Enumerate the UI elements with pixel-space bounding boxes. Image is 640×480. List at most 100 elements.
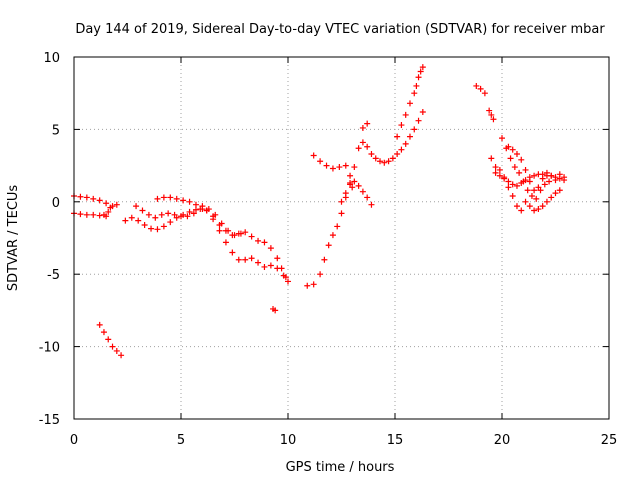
data-point — [473, 82, 480, 89]
data-point — [96, 197, 103, 204]
data-point — [321, 256, 328, 263]
data-point — [385, 158, 392, 165]
data-point — [274, 255, 281, 262]
data-point — [520, 178, 527, 185]
x-tick-label: 5 — [177, 433, 185, 448]
series-arc-16 — [492, 164, 563, 214]
data-point — [505, 143, 512, 150]
data-point — [411, 126, 418, 133]
data-point — [105, 208, 112, 215]
data-point — [261, 263, 268, 270]
data-point — [83, 211, 90, 218]
data-point — [145, 211, 152, 218]
data-point — [511, 164, 518, 171]
data-point — [505, 178, 512, 185]
chart-title: Day 144 of 2019, Sidereal Day-to-day VTE… — [75, 22, 605, 37]
data-point — [394, 151, 401, 158]
data-point — [546, 178, 553, 185]
series-arc-1 — [71, 193, 120, 211]
data-point — [342, 162, 349, 169]
data-point — [225, 227, 232, 234]
data-point — [347, 181, 354, 188]
data-point — [96, 321, 103, 328]
data-point — [158, 211, 165, 218]
data-point — [398, 122, 405, 129]
data-point — [509, 181, 516, 188]
data-point — [507, 155, 514, 162]
data-point — [406, 100, 413, 107]
y-tick-label: 0 — [52, 196, 60, 211]
data-point — [248, 255, 255, 262]
data-point — [184, 213, 191, 220]
data-point — [160, 223, 167, 230]
data-point — [152, 214, 159, 221]
series-arc-14 — [488, 155, 568, 189]
data-point — [351, 164, 358, 171]
series-arc-17 — [505, 143, 568, 194]
series-arc-10 — [338, 178, 375, 208]
data-point — [154, 226, 161, 233]
data-point — [526, 203, 533, 210]
data-point — [334, 223, 341, 230]
x-axis-label: GPS time / hours — [286, 460, 395, 475]
data-point — [77, 193, 84, 200]
data-point — [496, 172, 503, 179]
data-point — [539, 203, 546, 210]
x-tick-label: 15 — [387, 433, 404, 448]
data-point — [364, 143, 371, 150]
data-point — [535, 184, 542, 191]
data-point — [406, 133, 413, 140]
data-point — [481, 90, 488, 97]
data-point — [229, 249, 236, 256]
data-point — [548, 194, 555, 201]
data-point — [524, 187, 531, 194]
grid — [74, 57, 609, 419]
y-tick-label: 10 — [43, 51, 60, 66]
data-point — [496, 166, 503, 173]
data-point — [368, 151, 375, 158]
data-point — [255, 259, 262, 266]
data-point — [368, 201, 375, 208]
data-point — [528, 193, 535, 200]
series-arc-3 — [96, 321, 125, 359]
data-point — [167, 219, 174, 226]
series-arc-11 — [359, 109, 426, 166]
y-tick-label: 5 — [52, 123, 60, 138]
data-point — [402, 140, 409, 147]
data-point — [107, 204, 114, 211]
data-point — [329, 165, 336, 172]
data-point — [359, 124, 366, 131]
data-point — [552, 177, 559, 184]
data-point — [90, 195, 97, 202]
data-point — [173, 195, 180, 202]
data-point — [267, 245, 274, 252]
data-point — [516, 169, 523, 176]
data-point — [77, 211, 84, 218]
data-point — [154, 195, 161, 202]
data-point — [411, 90, 418, 97]
data-point — [83, 194, 90, 201]
data-point — [513, 182, 520, 189]
data-point — [186, 208, 193, 215]
data-point — [267, 262, 274, 269]
data-point — [490, 116, 497, 123]
data-point — [317, 271, 324, 278]
data-point — [180, 197, 187, 204]
data-point — [488, 111, 495, 118]
data-point — [135, 217, 142, 224]
y-axis-label: SDTVAR / TECUs — [6, 185, 21, 292]
data-point — [90, 211, 97, 218]
data-point — [492, 164, 499, 171]
data-point — [518, 156, 525, 163]
data-point — [255, 237, 262, 244]
data-point — [355, 145, 362, 152]
data-point — [505, 184, 512, 191]
data-point — [488, 155, 495, 162]
data-point — [556, 171, 563, 178]
data-point — [556, 187, 563, 194]
data-point — [178, 213, 184, 220]
series-arc-9 — [310, 152, 356, 191]
data-point — [160, 194, 167, 201]
data-point — [205, 206, 212, 213]
data-point — [501, 174, 508, 181]
